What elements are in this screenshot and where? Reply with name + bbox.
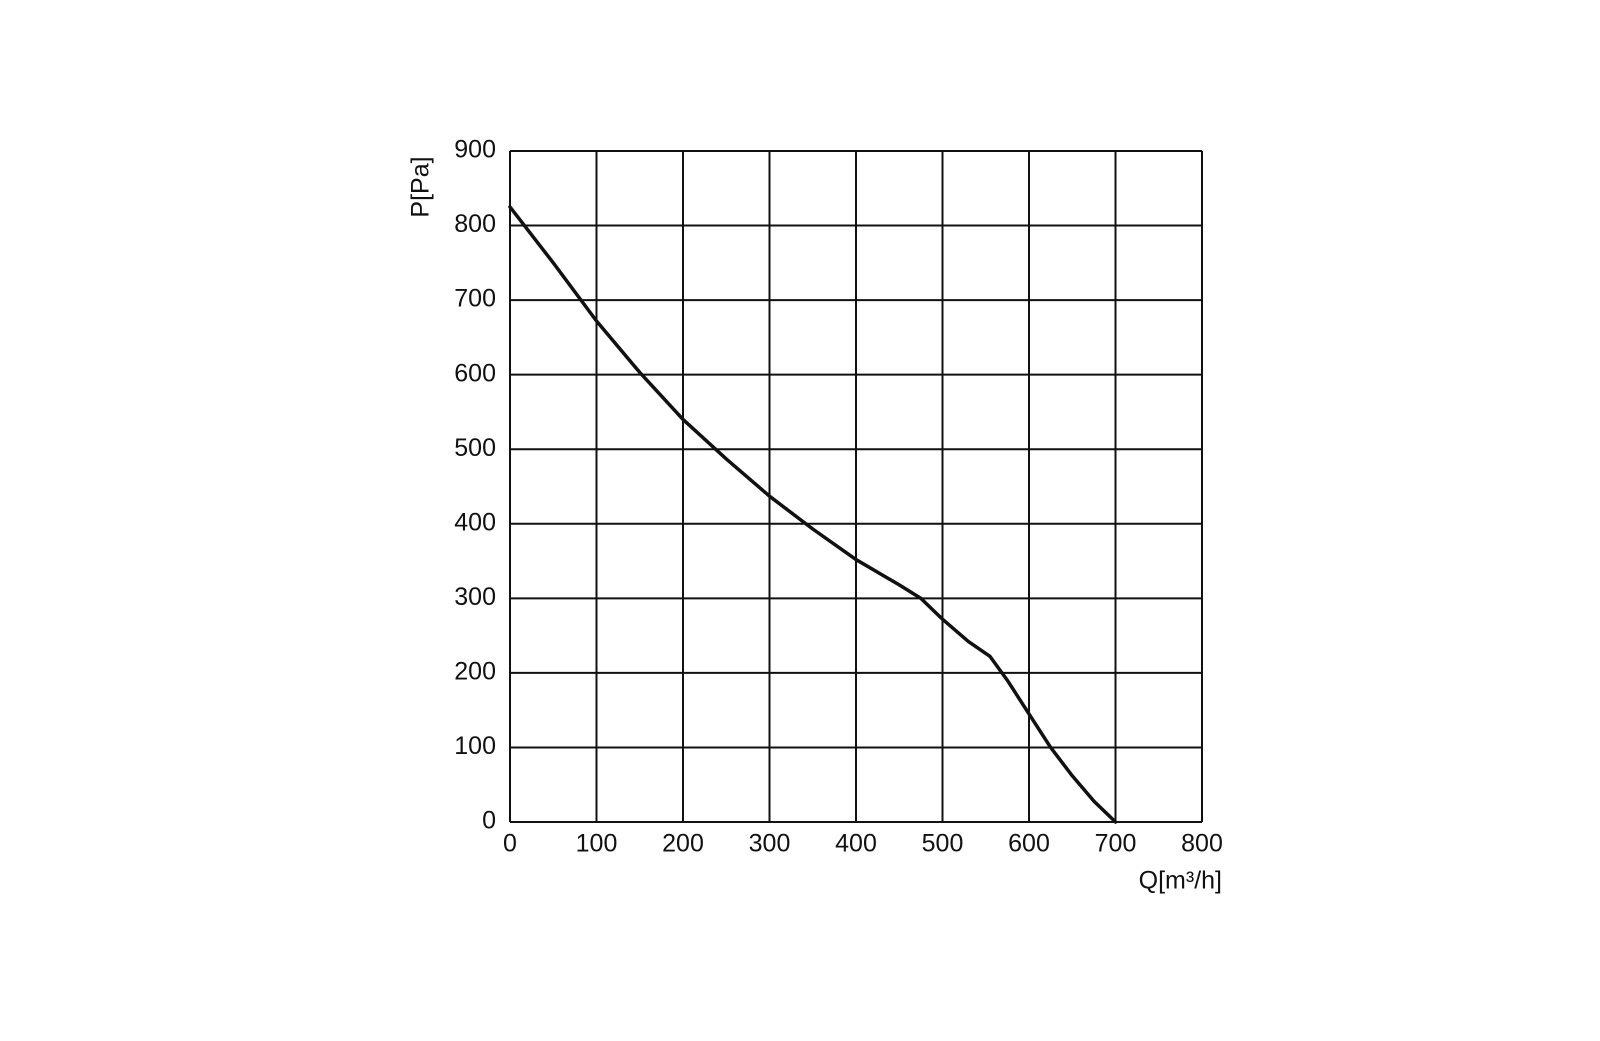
x-axis-label: Q[m³/h] [1139,867,1222,895]
y-axis-label: P[Pa] [407,156,435,217]
x-tick-label: 700 [1095,830,1137,858]
y-tick-label: 400 [454,508,496,536]
x-tick-label: 600 [1008,830,1050,858]
x-tick-label: 300 [749,830,791,858]
y-tick-label: 300 [454,583,496,611]
y-tick-label: 600 [454,359,496,387]
x-tick-label: 0 [503,830,517,858]
y-tick-label: 700 [454,285,496,313]
y-tick-label: 500 [454,434,496,462]
y-tick-label: 0 [482,807,496,835]
x-tick-label: 200 [662,830,704,858]
x-tick-label: 400 [835,830,877,858]
x-tick-label: 100 [576,830,618,858]
y-tick-label: 100 [454,732,496,760]
y-tick-label: 800 [454,210,496,238]
data-line [508,205,1118,824]
y-tick-label: 200 [454,657,496,685]
y-tick-label: 900 [454,136,496,164]
x-tick-label: 500 [922,830,964,858]
x-tick-label: 800 [1181,830,1223,858]
